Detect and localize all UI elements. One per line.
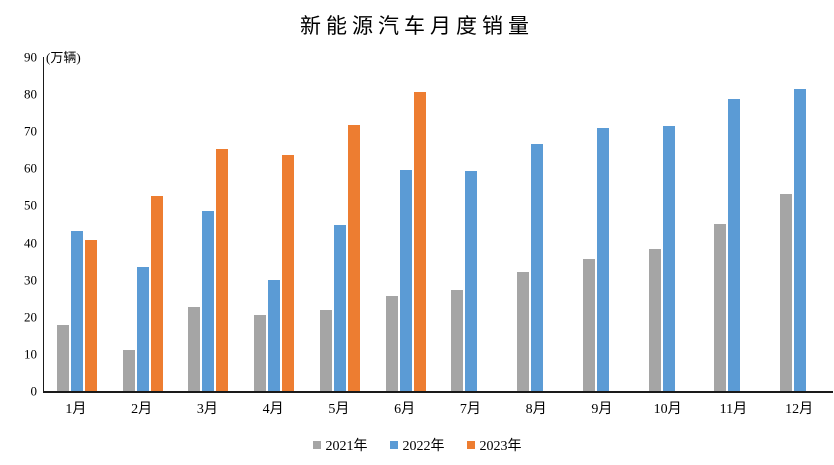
y-tick-30: 30 [24,272,37,288]
bar-2023年-6月 [413,91,426,391]
legend-item-2022年: 2022年 [389,435,445,455]
bar-2022年-8月 [531,143,544,391]
y-tick-50: 50 [24,197,37,213]
bar-2023年-2月 [150,196,163,391]
bar-group-1月 [44,57,110,391]
bar-group-9月 [570,57,636,391]
bar-2023年-3月 [216,148,229,391]
bar-2021年-7月 [451,290,464,391]
legend-swatch-icon [466,441,475,449]
x-tick-12月: 12月 [785,402,814,417]
x-tick-10月: 10月 [653,402,682,417]
bar-group-6月 [373,57,439,391]
bar-2021年-11月 [714,224,727,391]
bar-2021年-9月 [582,258,595,391]
bar-group-4月 [241,57,307,391]
y-axis-unit-label: (万辆) [46,50,81,65]
y-axis-tick-labels: 0 10 20 30 40 50 60 70 80 90 [0,51,37,398]
x-tick-2月: 2月 [131,402,153,417]
bar-2021年-2月 [122,350,135,391]
y-tick-0: 0 [30,383,38,399]
y-tick-20: 20 [24,309,37,325]
y-tick-70: 70 [24,123,37,139]
bar-group-8月 [504,57,570,391]
bar-group-3月 [176,57,242,391]
y-tick-10: 10 [24,346,37,362]
legend-label: 2023年 [479,439,522,454]
x-tick-4月: 4月 [262,402,284,417]
bar-group-7月 [439,57,505,391]
bar-2021年-8月 [517,271,530,391]
legend-item-2023年: 2023年 [466,435,522,455]
bar-2023年-4月 [282,154,295,391]
x-tick-9月: 9月 [591,402,613,417]
x-tick-6月: 6月 [394,402,416,417]
x-tick-3月: 3月 [196,402,218,417]
bar-2021年-4月 [254,314,267,391]
bar-2022年-6月 [399,169,412,391]
bar-2022年-7月 [465,170,478,391]
plot-area [43,57,833,393]
bar-2023年-5月 [347,124,360,391]
bar-2022年-11月 [728,99,741,391]
bar-2022年-3月 [202,211,215,391]
bar-group-5月 [307,57,373,391]
bar-2022年-5月 [333,225,346,391]
legend-item-2021年: 2021年 [312,435,368,455]
bar-2023年-1月 [84,239,97,391]
y-tick-40: 40 [24,235,37,251]
x-axis-tick-labels: 1月 2月 3月 4月 5月 6月 7月 8月 9月 10月 11月 12月 [43,398,832,418]
bar-2022年-1月 [70,231,83,391]
legend-swatch-icon [389,441,398,449]
y-tick-60: 60 [24,160,37,176]
x-tick-1月: 1月 [65,402,87,417]
bar-group-12月 [767,57,833,391]
legend-swatch-icon [312,441,321,449]
legend-label: 2021年 [325,439,368,454]
bar-2022年-9月 [596,128,609,391]
bar-2021年-6月 [385,296,398,391]
legend: 2021年 2022年 2023年 [0,435,834,455]
y-tick-80: 80 [24,86,37,102]
bar-2022年-4月 [268,280,281,391]
bar-group-11月 [702,57,768,391]
x-tick-11月: 11月 [719,402,748,417]
bar-2021年-1月 [56,324,69,391]
bar-2021年-12月 [780,193,793,391]
bar-2021年-10月 [648,248,661,391]
y-tick-90: 90 [24,49,37,65]
bars-container [44,57,833,391]
bar-group-2月 [110,57,176,391]
legend-label: 2022年 [402,439,445,454]
bar-2021年-5月 [319,310,332,391]
x-tick-5月: 5月 [328,402,350,417]
bar-2022年-10月 [662,126,675,391]
bar-2022年-12月 [794,88,807,391]
bar-2021年-3月 [188,307,201,391]
x-tick-8月: 8月 [525,402,547,417]
chart-title: 新能源汽车月度销量 [300,14,534,38]
bar-2022年-2月 [136,267,149,391]
x-tick-7月: 7月 [459,402,481,417]
bar-group-10月 [636,57,702,391]
